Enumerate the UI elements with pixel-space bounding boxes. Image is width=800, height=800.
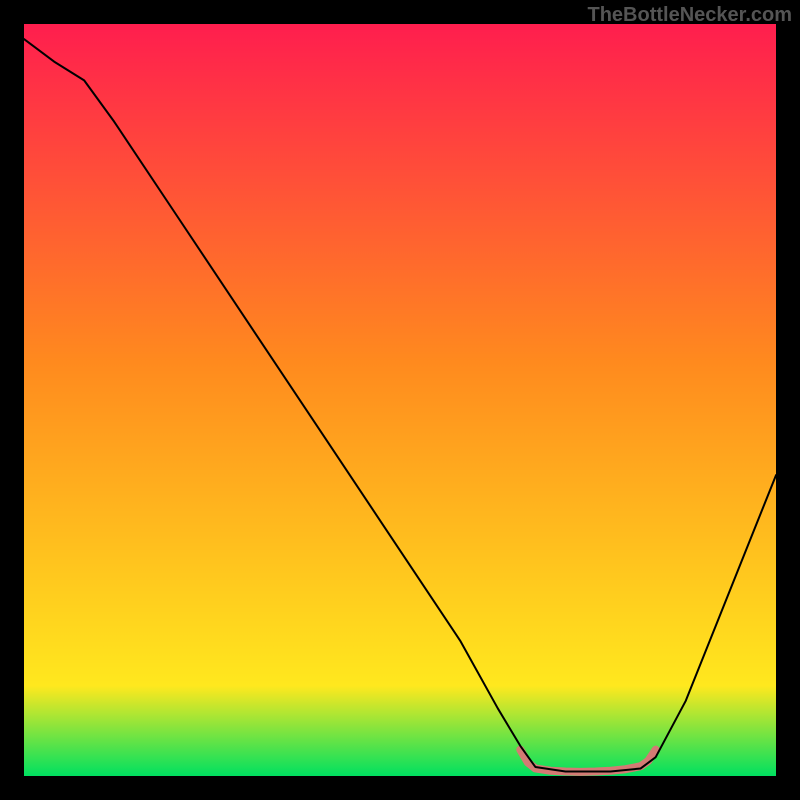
plot-gradient-background <box>24 24 776 776</box>
bottleneck-chart <box>0 0 800 800</box>
figure-container: TheBottleNecker.com <box>0 0 800 800</box>
